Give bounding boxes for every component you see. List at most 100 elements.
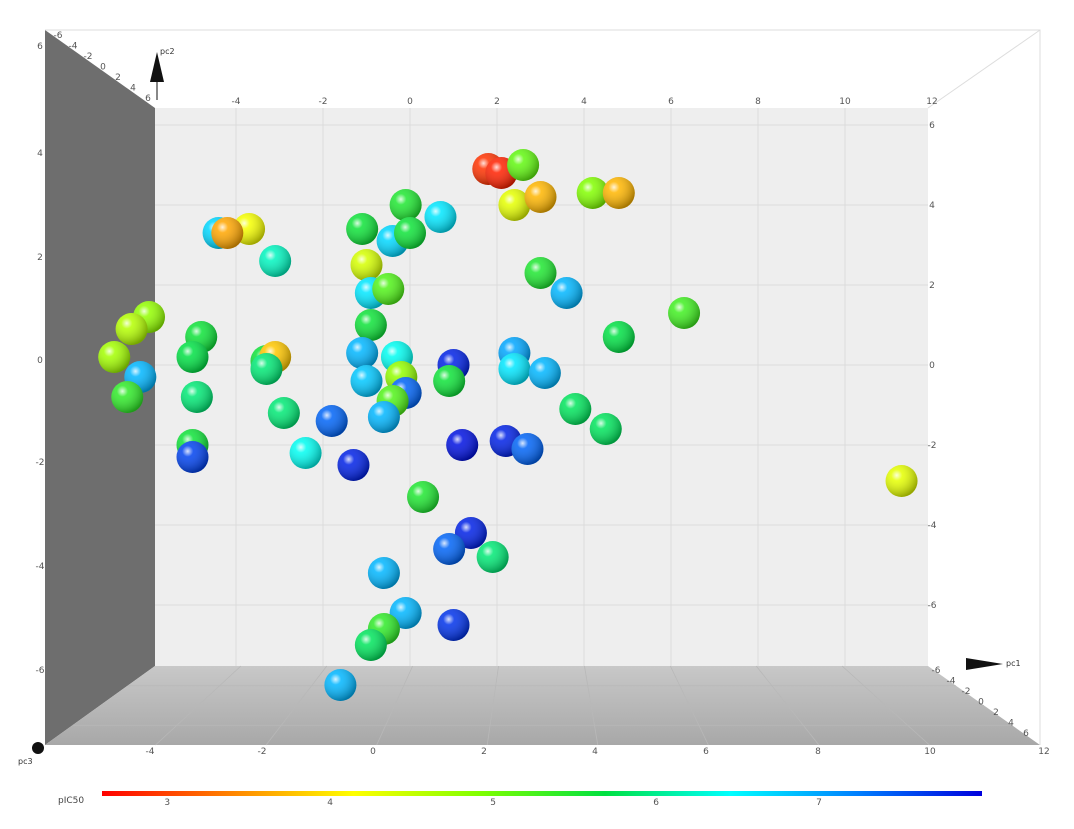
pc1-axis-label: pc1 (1006, 659, 1021, 668)
colorbar-tick: 7 (816, 798, 822, 808)
tick-label: 6 (668, 97, 674, 107)
tick-label: 2 (481, 747, 487, 757)
tick-label: 0 (978, 698, 984, 708)
data-point-shade (367, 557, 400, 589)
tick-label: 2 (115, 73, 121, 83)
back-right-tick-labels: 6 4 2 0 -2 -4 -6 (928, 121, 937, 611)
data-point-shade (528, 357, 561, 389)
data-point (498, 189, 531, 221)
tick-label: 4 (592, 747, 598, 757)
data-point (337, 449, 370, 481)
tick-label: -6 (932, 666, 941, 676)
data-point (176, 341, 209, 373)
data-point (324, 669, 357, 701)
data-point-shade (407, 481, 440, 513)
data-point (524, 181, 557, 213)
data-point-shade (498, 189, 531, 221)
data-point (372, 273, 405, 305)
data-point-shade (524, 181, 557, 213)
data-point-shade (267, 397, 300, 429)
data-point-shade (324, 669, 357, 701)
data-point-shade (259, 245, 292, 277)
data-point (211, 217, 244, 249)
data-point (437, 609, 470, 641)
data-point-shade (885, 465, 918, 497)
tick-label: 6 (703, 747, 709, 757)
data-point (885, 465, 918, 497)
pc2-axis-arrow (150, 52, 164, 82)
tick-label: 6 (929, 121, 935, 131)
data-point (528, 357, 561, 389)
data-point (389, 189, 422, 221)
tick-label: -2 (258, 747, 267, 757)
data-point-shade (289, 437, 322, 469)
tick-label: 10 (924, 747, 936, 757)
data-point (354, 629, 387, 661)
colorbar-tick: 3 (164, 798, 170, 808)
tick-label: 6 (37, 42, 43, 52)
tick-label: -6 (54, 31, 63, 41)
tick-label: 4 (1008, 719, 1014, 729)
data-point-shade (446, 429, 479, 461)
data-point-shade (176, 341, 209, 373)
tick-label: 2 (37, 253, 43, 263)
tick-label: -4 (947, 677, 956, 687)
data-point-shade (372, 273, 405, 305)
tick-label: 12 (1038, 747, 1049, 757)
tick-label: 0 (407, 97, 413, 107)
data-point (524, 257, 557, 289)
data-point (433, 533, 466, 565)
data-point (550, 277, 583, 309)
tick-label: 2 (494, 97, 500, 107)
data-point-shade (346, 337, 379, 369)
colorbar-label: pIC50 (58, 796, 84, 806)
floor-tick-labels: -4 -2 0 2 4 6 8 10 12 (146, 747, 1050, 757)
data-point-shade (589, 413, 622, 445)
floor-grid (72, 665, 1012, 746)
data-point-shade (394, 217, 426, 249)
tick-label: 4 (581, 97, 587, 107)
data-point (350, 365, 383, 397)
data-point (433, 365, 466, 397)
tick-label: 10 (839, 97, 851, 107)
data-point (98, 341, 131, 373)
data-point (559, 393, 592, 425)
data-point (507, 149, 540, 181)
data-point-shade (211, 217, 244, 249)
tick-label: 0 (37, 356, 43, 366)
data-point (407, 481, 440, 513)
data-point-shade (367, 401, 400, 433)
data-point (576, 177, 609, 209)
data-point (259, 245, 292, 277)
tick-label: 2 (993, 708, 999, 718)
tick-label: -2 (84, 52, 93, 62)
data-point (367, 401, 400, 433)
outer-box-edge (927, 29, 1041, 109)
data-point (668, 297, 701, 329)
data-point-shade (668, 297, 701, 329)
data-point-shade (424, 201, 457, 233)
pc2-axis-label: pc2 (160, 47, 175, 56)
tick-label: -2 (928, 441, 937, 451)
colorbar-tick: 6 (653, 798, 659, 808)
tick-label: 6 (145, 94, 151, 104)
data-point (424, 201, 457, 233)
data-point-shade (350, 249, 383, 281)
data-point (289, 437, 322, 469)
tick-label: -4 (36, 562, 45, 572)
tick-label: 2 (929, 281, 935, 291)
data-point (446, 429, 479, 461)
data-point (346, 213, 379, 245)
tick-label: 4 (929, 201, 935, 211)
data-point-shade (524, 257, 557, 289)
tick-label: 0 (929, 361, 935, 371)
tick-label: -6 (36, 666, 45, 676)
left-wall (45, 30, 155, 745)
tick-label: -2 (319, 97, 328, 107)
data-point-shade (511, 433, 544, 465)
data-point-shade (350, 365, 383, 397)
data-point (498, 353, 531, 385)
tick-label: 4 (130, 84, 136, 94)
